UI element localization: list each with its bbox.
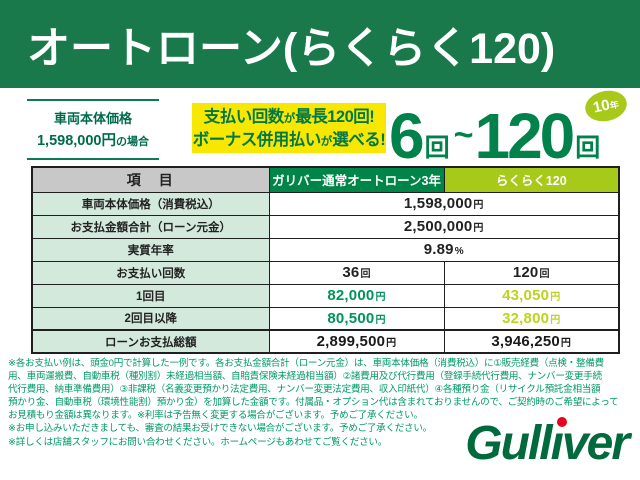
loan-comparison-table: 項 目 ガリバー通常オートローン3年 らくらく120 車両本体価格（消費税込） … [31, 166, 620, 354]
range-tilde: ~ [453, 116, 474, 154]
footnote-line: お見積もり金額は異なります。※利率は予告無く変更する場合がございます。予めご了承… [8, 410, 423, 422]
table-row-total: ローンお支払総額 2,899,500円 3,946,250円 [31, 329, 620, 354]
table-row: 車両本体価格（消費税込） 1,598,000円 [31, 191, 620, 216]
table-row: 2回目以降 80,500円 32,800円 [31, 306, 620, 331]
table-row: 実質年率 9.89% [31, 237, 620, 262]
header-item: 項 目 [31, 166, 270, 193]
range-from-unit: 回 [424, 134, 450, 162]
table-row: お支払い回数 36回 120回 [31, 260, 620, 285]
callout-line-2: ボーナス併用払いが選べる! [192, 131, 386, 149]
gulliver-logo: Gull ıver [465, 416, 630, 471]
footnote-line: 代行費用、納車準備費用）③非課税（名義変更預かり法定費用、ナンバー変更法定費用、… [8, 384, 601, 396]
footnote-line: 用、車両運搬費、自動車税（種別割）未経過相当額、自賠責保険未経過相当額）②諸費用… [8, 371, 602, 383]
row-total-plan-b: 3,946,250円 [443, 329, 620, 354]
range-to: 120 [474, 100, 575, 172]
row-second-plan-a: 80,500円 [268, 306, 445, 331]
logo-red-dot-icon [556, 417, 567, 427]
vehicle-price-value: 1,598,000円の場合 [27, 129, 159, 150]
header-plan-normal: ガリバー通常オートローン3年 [268, 166, 445, 193]
table-row: お支払金額合計（ローン元金） 2,500,000円 [31, 214, 620, 239]
vehicle-price-label: 車両本体価格 [53, 111, 132, 126]
row-first-plan-a: 82,000円 [268, 283, 445, 308]
footnote-line: 預かり金、自動車税（環境性能割）預かり金）を加算した金額です。付属品・オプション… [8, 397, 619, 409]
row-label-apr: 実質年率 [31, 237, 270, 262]
header-plan-rakuraku: らくらく120 [443, 166, 620, 193]
table-header-row: 項 目 ガリバー通常オートローン3年 らくらく120 [31, 166, 620, 193]
vehicle-price-case: 車両本体価格 1,598,000円の場合 [27, 99, 159, 160]
table-row: 1回目 82,000円 43,050円 [31, 283, 620, 308]
payment-callout: 支払い回数が最長120回! ボーナス併用払いが選べる! [192, 103, 386, 153]
row-label-loan-total: お支払金額合計（ローン元金） [31, 214, 270, 239]
row-label-second: 2回目以降 [31, 306, 270, 331]
installment-range: 6 回 ~120 回 10年 [389, 86, 639, 172]
logo-i: ı [551, 416, 567, 471]
row-label-first: 1回目 [31, 283, 270, 308]
price-amount: 1,598,000円 [36, 133, 116, 149]
row-label-price: 車両本体価格（消費税込） [31, 191, 270, 216]
promo-strip: 車両本体価格 1,598,000円の場合 支払い回数が最長120回! ボーナス併… [0, 88, 640, 166]
range-to-unit: 回 [575, 134, 601, 162]
row-value-apr: 9.89% [268, 237, 620, 262]
row-label-grand-total: ローンお支払総額 [31, 329, 270, 354]
title-banner: オートローン(らくらく120) [0, 0, 640, 88]
logo-text: Gull [465, 417, 552, 470]
row-total-plan-a: 2,899,500円 [268, 329, 445, 354]
logo-text: ver [561, 417, 630, 470]
footnote-line: ※お申し込みいただきましても、審査の結果お受けできない場合がございます。予めご了… [8, 423, 432, 435]
row-second-plan-b: 32,800円 [443, 306, 620, 331]
ten-year-badge: 10年 [582, 86, 630, 126]
range-from: 6 [389, 100, 425, 172]
row-count-plan-a: 36回 [268, 260, 445, 285]
footnote-line: ※各お支払い例は、頭金0円で計算した一例です。各お支払金額合計（ローン元金）は、… [8, 358, 604, 369]
footnotes: ※各お支払い例は、頭金0円で計算した一例です。各お支払金額合計（ローン元金）は、… [8, 357, 638, 449]
price-suffix: の場合 [116, 136, 149, 148]
row-count-plan-b: 120回 [443, 260, 620, 285]
callout-line-1: 支払い回数が最長120回! [203, 108, 375, 126]
row-value-price: 1,598,000円 [268, 191, 620, 216]
footnote-line: ※詳しくは店舗スタッフにお問い合わせください。ホームページもあわせてご覧ください… [8, 436, 388, 448]
row-label-count: お支払い回数 [31, 260, 270, 285]
row-first-plan-b: 43,050円 [443, 283, 620, 308]
row-value-loan-total: 2,500,000円 [268, 214, 620, 239]
page-title: オートローン(らくらく120) [27, 25, 556, 73]
